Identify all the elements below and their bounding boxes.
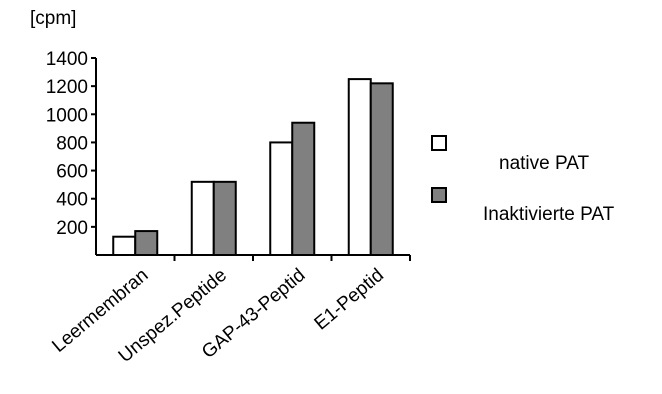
- bar-native-pat-unspez-peptide: [190, 180, 215, 256]
- x-category-label: E1-Peptid: [311, 265, 388, 335]
- bar-inaktivierte-pat-leermembran: [134, 230, 159, 256]
- y-tick-label: 200: [56, 218, 88, 239]
- bar-inaktivierte-pat-unspez-peptide: [212, 180, 237, 256]
- bar-native-pat-e1-peptid: [347, 78, 372, 256]
- y-axis-unit-label: [cpm]: [30, 8, 76, 29]
- y-tick-label: 400: [56, 190, 88, 211]
- legend: native PAT Inaktivierte PAT: [431, 135, 615, 225]
- legend-label-native-pat: native PAT: [499, 153, 590, 174]
- bar-native-pat-gap-43-peptid: [269, 141, 294, 256]
- legend-swatch-inaktivierte-pat: [431, 187, 447, 203]
- y-tick-label: 1000: [46, 105, 88, 126]
- y-tick-label: 600: [56, 162, 88, 183]
- bar-inaktivierte-pat-gap-43-peptid: [291, 121, 316, 256]
- bars-group: [112, 78, 394, 257]
- y-tick-label: 1200: [46, 77, 88, 98]
- y-tick-label: 800: [56, 133, 88, 154]
- y-tick-label: 1400: [46, 49, 88, 70]
- legend-label-inaktivierte-pat: Inaktivierte PAT: [483, 204, 615, 225]
- bar-inaktivierte-pat-e1-peptid: [369, 82, 394, 257]
- bar-native-pat-leermembran: [112, 235, 137, 256]
- legend-swatch-native-pat: [431, 135, 447, 151]
